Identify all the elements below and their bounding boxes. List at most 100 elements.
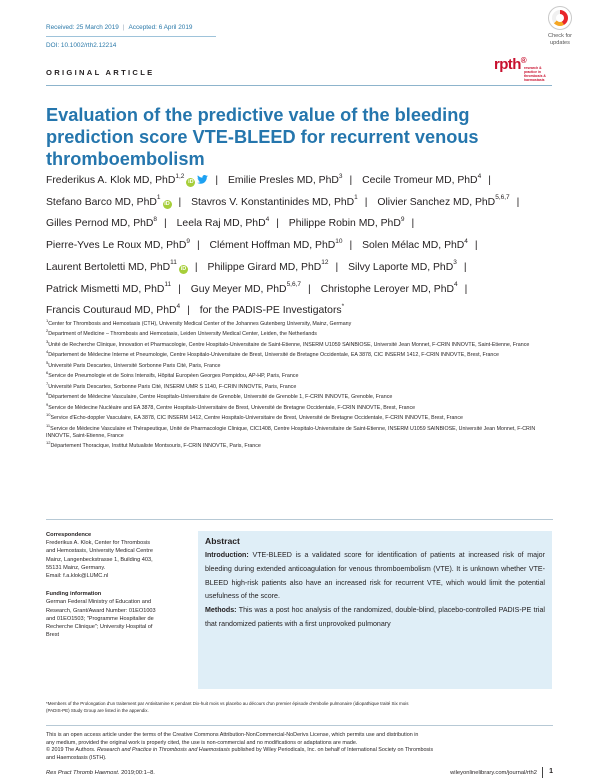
copyright-line: © 2019 The Authors. Research and Practic… bbox=[46, 747, 553, 755]
affiliation-number: 12 bbox=[46, 440, 51, 446]
affiliation-item: 8Département de Médecine Vasculaire, Cen… bbox=[46, 391, 556, 401]
author-affiliation-ref: 4 bbox=[464, 237, 468, 245]
article-type-label: ORIGINAL ARTICLE bbox=[46, 68, 155, 77]
affiliation-number: 2 bbox=[46, 328, 49, 334]
author-name[interactable]: Olivier Sanchez MD, PhD5,6,7 bbox=[377, 194, 510, 208]
check-for-updates-badge[interactable]: Check for updates bbox=[540, 6, 580, 58]
author-affiliation-ref: 1 bbox=[354, 194, 358, 202]
author-affiliation-ref: 9 bbox=[400, 215, 405, 223]
author-affiliation-ref: 4 bbox=[265, 215, 270, 223]
funding-line: German Federal Ministry of Education and bbox=[46, 599, 152, 606]
author-name[interactable]: Pierre-Yves Le Roux MD, PhD9 bbox=[46, 238, 190, 251]
twitter-icon[interactable] bbox=[197, 175, 209, 184]
author-name[interactable]: Philippe Robin MD, PhD9 bbox=[288, 215, 405, 230]
author-name[interactable]: Stefano Barco MD, PhD1iD bbox=[46, 194, 172, 209]
affiliation-number: 8 bbox=[46, 391, 49, 397]
author-name-text: Stavros V. Konstantinides MD, PhD bbox=[191, 196, 355, 208]
author-separator: | bbox=[488, 175, 491, 186]
author-name-text: Francis Couturaud MD, PhD bbox=[46, 305, 177, 317]
author-name[interactable]: Christophe Leroyer MD, PhD4 bbox=[320, 281, 458, 295]
author-separator: | bbox=[215, 175, 219, 186]
author-name[interactable]: Francis Couturaud MD, PhD4 bbox=[46, 302, 181, 317]
author-name-text: Guy Meyer MD, PhD bbox=[190, 283, 287, 295]
author-affiliation-ref: 4 bbox=[176, 302, 181, 310]
check-updates-icon bbox=[548, 6, 572, 30]
author-name[interactable]: Emilie Presles MD, PhD3 bbox=[228, 172, 343, 186]
author-affiliation-ref: 3 bbox=[453, 259, 457, 267]
affiliation-number: 10 bbox=[46, 412, 51, 418]
author-affiliation-ref: 1,2 bbox=[175, 172, 185, 180]
abstract-methods: Methods: This was a post hoc analysis of… bbox=[205, 604, 545, 632]
funding-line: Recherche Clinique"; University Hospital… bbox=[46, 624, 153, 631]
author-name[interactable]: Leela Raj MD, PhD4 bbox=[177, 215, 270, 229]
author-name-text: Philippe Robin MD, PhD bbox=[288, 218, 401, 230]
author-name[interactable]: Frederikus A. Klok MD, PhD1,2iD bbox=[46, 172, 209, 187]
author-name[interactable]: Philippe Girard MD, PhD12 bbox=[208, 260, 329, 273]
author-name[interactable]: Solen Mélac MD, PhD4 bbox=[362, 237, 468, 251]
affiliation-item: 4Département de Médecine Interne et Pneu… bbox=[46, 350, 556, 359]
author-name-text: Gilles Pernod MD, PhD bbox=[46, 218, 154, 230]
author-separator: | bbox=[335, 261, 339, 273]
orcid-icon[interactable]: iD bbox=[178, 264, 188, 274]
author-name[interactable]: Gilles Pernod MD, PhD8 bbox=[46, 216, 157, 230]
correspondence-block: Correspondence Frederikus A. Klok, Cente… bbox=[46, 531, 191, 580]
journal-website-link[interactable]: wileyonlinelibrary.com/journal/rth2 bbox=[450, 770, 537, 776]
journal-abbrev: Res Pract Thromb Haemost. bbox=[46, 770, 120, 776]
journal-logo-tagline: research & practice in thrombosis & haem… bbox=[524, 66, 546, 82]
author-separator: | bbox=[364, 196, 368, 208]
author-name-text: Christophe Leroyer MD, PhD bbox=[320, 283, 455, 295]
author-name[interactable]: Guy Meyer MD, PhD5,6,7 bbox=[190, 281, 302, 295]
footnote-line: (PADIS-PE) Study Group are listed in the… bbox=[46, 708, 149, 714]
footnote-line: *Members of the Prolongation d'un traite… bbox=[46, 701, 409, 706]
author-separator: | bbox=[164, 218, 167, 230]
author-affiliation-ref: * bbox=[341, 302, 345, 310]
abstract-heading: Abstract bbox=[205, 536, 240, 546]
author-name-text: Olivier Sanchez MD, PhD bbox=[377, 196, 496, 208]
author-name[interactable]: Stavros V. Konstantinides MD, PhD1 bbox=[191, 194, 358, 208]
author-name-text: Stefano Barco MD, PhD bbox=[46, 196, 157, 208]
orcid-icon[interactable]: iD bbox=[162, 199, 172, 209]
affiliation-text: Service de Médecine Nucléaire and EA 387… bbox=[48, 404, 416, 411]
correspondence-line: 55131 Mainz, Germany. bbox=[46, 564, 106, 571]
affiliation-item: 9Service de Médecine Nucléaire and EA 38… bbox=[46, 403, 556, 412]
copyright-prefix: © 2019 The Authors. bbox=[46, 747, 97, 753]
author-separator: | bbox=[349, 240, 353, 252]
author-name[interactable]: for the PADIS-PE Investigators* bbox=[200, 302, 345, 316]
affiliation-number: 3 bbox=[46, 339, 49, 345]
author-separator: | bbox=[349, 175, 353, 186]
affiliation-text: Service d'Echo-doppler Vasculaire, EA 38… bbox=[50, 415, 463, 422]
affiliation-text: Service de Médecine Vasculaire et Thérap… bbox=[46, 425, 536, 439]
header-divider bbox=[46, 36, 216, 37]
footer-separator bbox=[542, 767, 543, 778]
introduction-label: Introduction: bbox=[205, 551, 249, 559]
article-title: Evaluation of the predictive value of th… bbox=[46, 105, 479, 169]
affiliation-item: 5Université Paris Descartes, Université … bbox=[46, 361, 556, 370]
methods-label: Methods: bbox=[205, 606, 237, 615]
journal-logo: rpth® research & practice in thrombosis … bbox=[494, 56, 552, 84]
check-updates-line-1: Check for bbox=[548, 33, 572, 39]
author-name[interactable]: Clément Hoffman MD, PhD10 bbox=[210, 238, 343, 251]
author-affiliation-ref: 11 bbox=[170, 259, 177, 267]
author-name[interactable]: Laurent Bertoletti MD, PhD11iD bbox=[46, 259, 188, 274]
affiliation-item: 6Service de Pneumologie et de Soins Inte… bbox=[46, 370, 556, 380]
author-name[interactable]: Cecile Tromeur MD, PhD4 bbox=[362, 173, 481, 186]
author-separator: | bbox=[474, 240, 478, 252]
affiliation-text: Unité de Recherche Clinique, Innovation … bbox=[48, 341, 530, 348]
author-name[interactable]: Silvy Laporte MD, PhD3 bbox=[348, 259, 457, 273]
author-affiliation-ref: 4 bbox=[454, 281, 458, 289]
author-affiliation-ref: 5,6,7 bbox=[495, 194, 510, 202]
orcid-icon[interactable]: iD bbox=[186, 178, 196, 187]
abstract-introduction: Introduction: VTE-BLEED is a validated s… bbox=[205, 549, 545, 604]
correspondence-email[interactable]: Email: f.a.klok@LUMC.nl bbox=[46, 573, 109, 580]
citation-info: 2019;00:1–8. bbox=[119, 770, 155, 776]
author-affiliation-ref: 3 bbox=[338, 172, 343, 180]
author-name-text: Cecile Tromeur MD, PhD bbox=[362, 175, 478, 186]
author-name-text: Silvy Laporte MD, PhD bbox=[348, 261, 454, 273]
license-line: any medium, provided the original work i… bbox=[46, 739, 358, 746]
accepted-date: Accepted: 6 April 2019 bbox=[128, 24, 193, 31]
author-name[interactable]: Patrick Mismetti MD, PhD11 bbox=[46, 281, 171, 294]
author-affiliation-ref: 5,6,7 bbox=[286, 281, 302, 289]
funding-block: Funding information German Federal Minis… bbox=[46, 590, 191, 639]
doi-link[interactable]: DOI: 10.1002/rth2.12214 bbox=[46, 42, 117, 49]
affiliation-number: 6 bbox=[46, 370, 49, 376]
